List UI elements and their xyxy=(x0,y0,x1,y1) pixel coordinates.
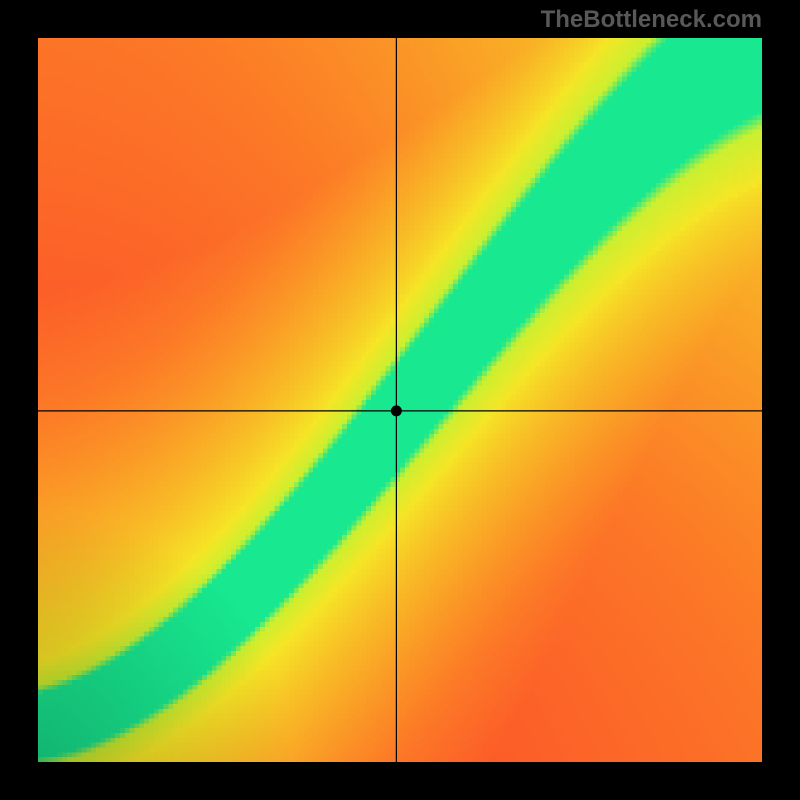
chart-container: TheBottleneck.com xyxy=(0,0,800,800)
watermark-text: TheBottleneck.com xyxy=(541,6,762,34)
bottleneck-heatmap xyxy=(38,38,762,762)
